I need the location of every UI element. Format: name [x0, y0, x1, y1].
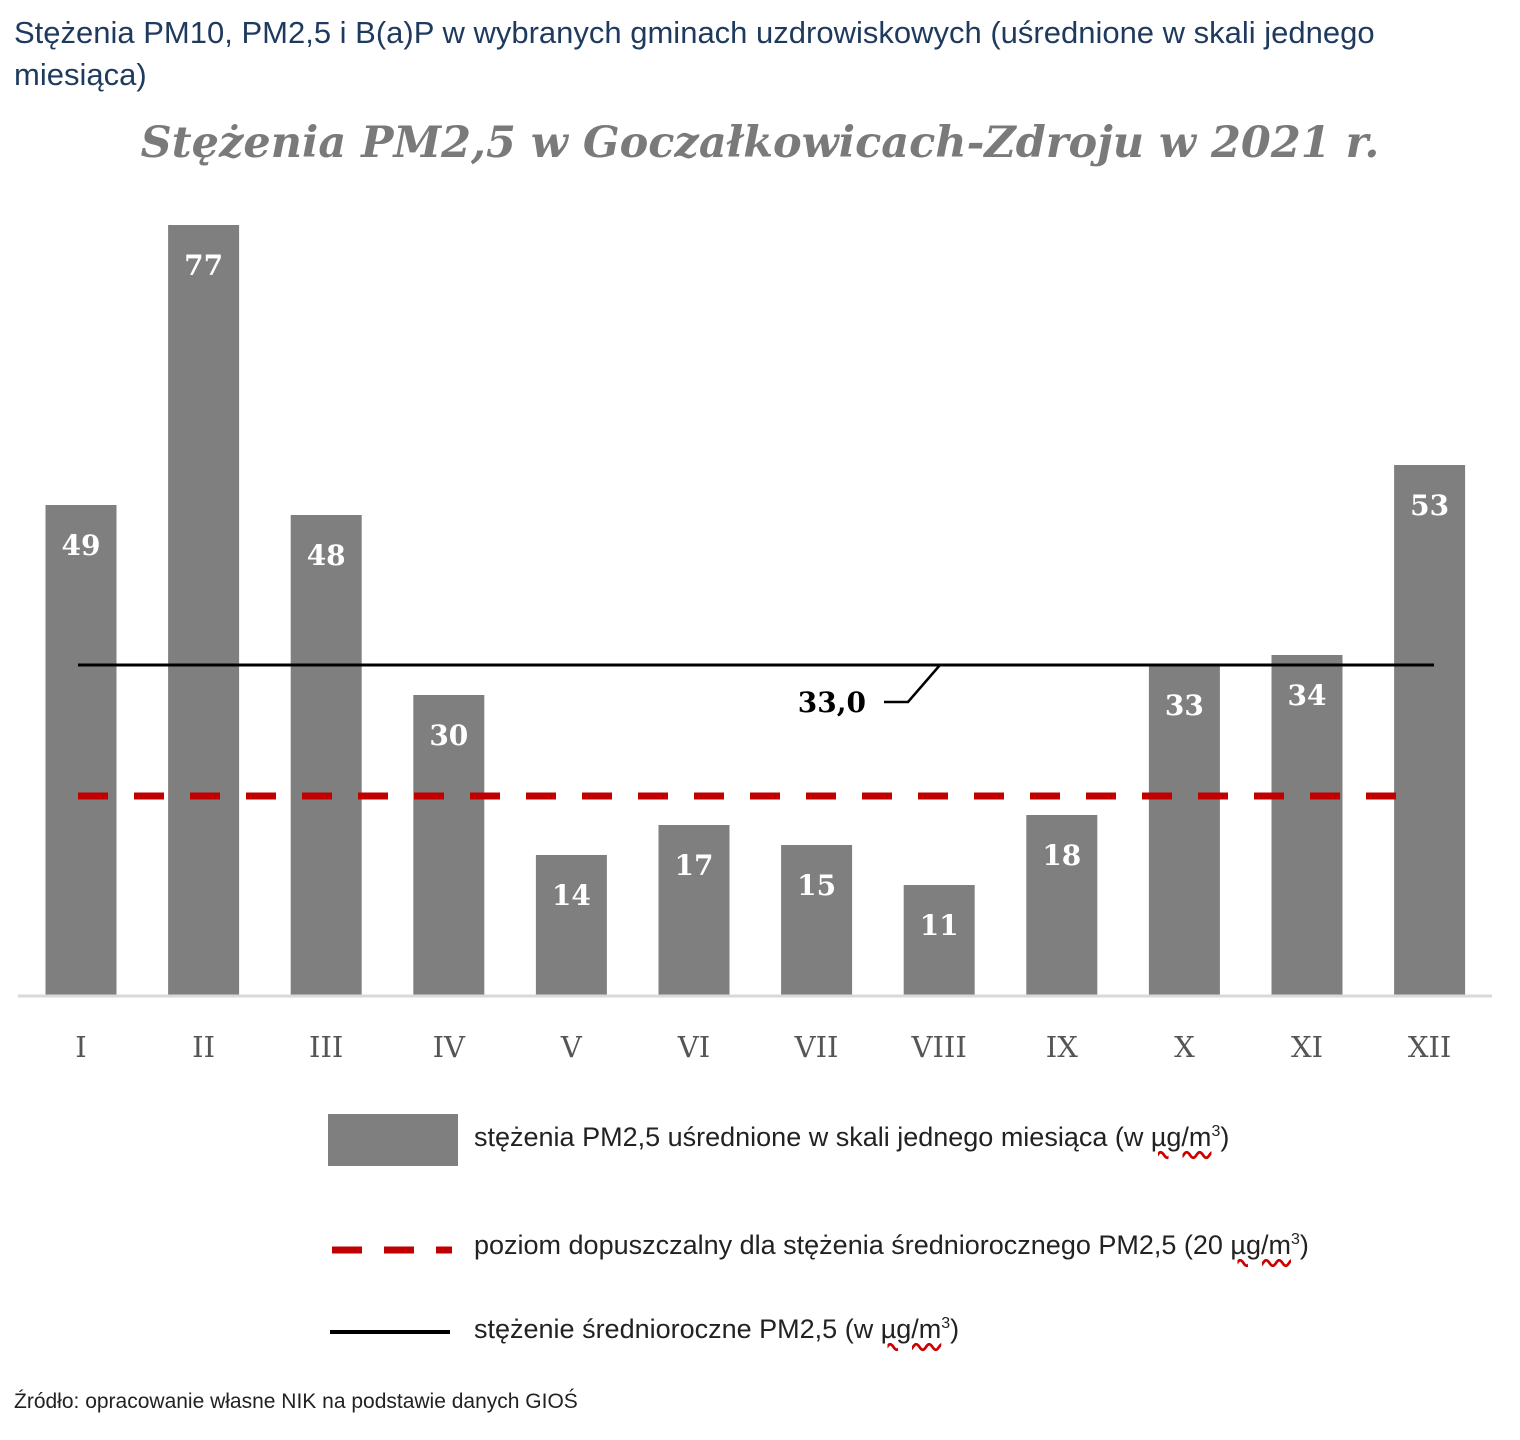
- bar-value-label-VI: 17: [675, 849, 714, 882]
- x-tick-label-VIII: VIII: [911, 1030, 967, 1064]
- mean-line-label: 33,0: [798, 686, 866, 719]
- bar-value-label-VIII: 11: [920, 909, 959, 942]
- bar-III: [290, 515, 362, 995]
- bar-IV: [413, 695, 485, 995]
- bar-value-label-II: 77: [184, 249, 223, 282]
- legend-label-mean: stężenie średnioroczne PM2,5 (w µg/m3): [474, 1314, 960, 1344]
- bar-value-label-IX: 18: [1042, 839, 1081, 872]
- x-tick-label-XII: XII: [1408, 1030, 1452, 1064]
- bar-value-label-I: 49: [62, 529, 101, 562]
- x-tick-label-X: X: [1174, 1030, 1195, 1064]
- bar-value-label-VII: 15: [797, 869, 836, 902]
- x-tick-label-IX: IX: [1046, 1030, 1078, 1064]
- bar-V: [535, 855, 607, 995]
- bar-XI: [1271, 655, 1343, 995]
- bar-I: [45, 505, 117, 995]
- source-note: Źródło: opracowanie własne NIK na podsta…: [14, 1390, 578, 1413]
- chart-title: Stężenia PM2,5 w Goczałkowicach-Zdroju w…: [140, 118, 1380, 168]
- bar-VIII: [903, 885, 975, 995]
- bar-X: [1148, 665, 1220, 995]
- x-tick-label-IV: IV: [433, 1030, 466, 1064]
- bars-group: [45, 225, 1466, 995]
- bar-IX: [1026, 815, 1098, 995]
- x-tick-label-V: V: [560, 1030, 583, 1064]
- bar-value-label-III: 48: [307, 539, 346, 572]
- x-tick-label-III: III: [309, 1030, 343, 1064]
- legend-bar-swatch: [328, 1114, 458, 1166]
- legend-label-limit: poziom dopuszczalny dla stężenia średnio…: [474, 1230, 1309, 1260]
- mean-label-leader: [884, 664, 941, 704]
- x-tick-label-VI: VI: [677, 1030, 710, 1064]
- x-tick-label-VII: VII: [794, 1030, 839, 1064]
- x-tick-label-II: II: [192, 1030, 215, 1064]
- x-tick-label-I: I: [75, 1030, 86, 1064]
- bar-VI: [658, 825, 730, 995]
- page-title: Stężenia PM10, PM2,5 i B(a)P w wybranych…: [14, 15, 1375, 92]
- x-tick-label-XI: XI: [1291, 1030, 1323, 1064]
- bar-VII: [781, 845, 853, 995]
- bar-value-label-V: 14: [552, 879, 591, 912]
- bar-value-label-X: 33: [1165, 689, 1204, 722]
- bar-value-label-XII: 53: [1410, 489, 1449, 522]
- bar-value-label-IV: 30: [429, 719, 468, 752]
- legend-label-bars: stężenia PM2,5 uśrednione w skali jedneg…: [474, 1122, 1230, 1152]
- bar-value-label-XI: 34: [1288, 679, 1327, 712]
- x-tick-labels: I II III IV V VI VII VIII IX X XI XII: [75, 1030, 1451, 1064]
- bar-XII: [1394, 465, 1466, 995]
- bar-II: [168, 225, 240, 995]
- bar-labels-group: 49 77 48 30 14 17 15 11 18 33 34 53: [62, 249, 1450, 942]
